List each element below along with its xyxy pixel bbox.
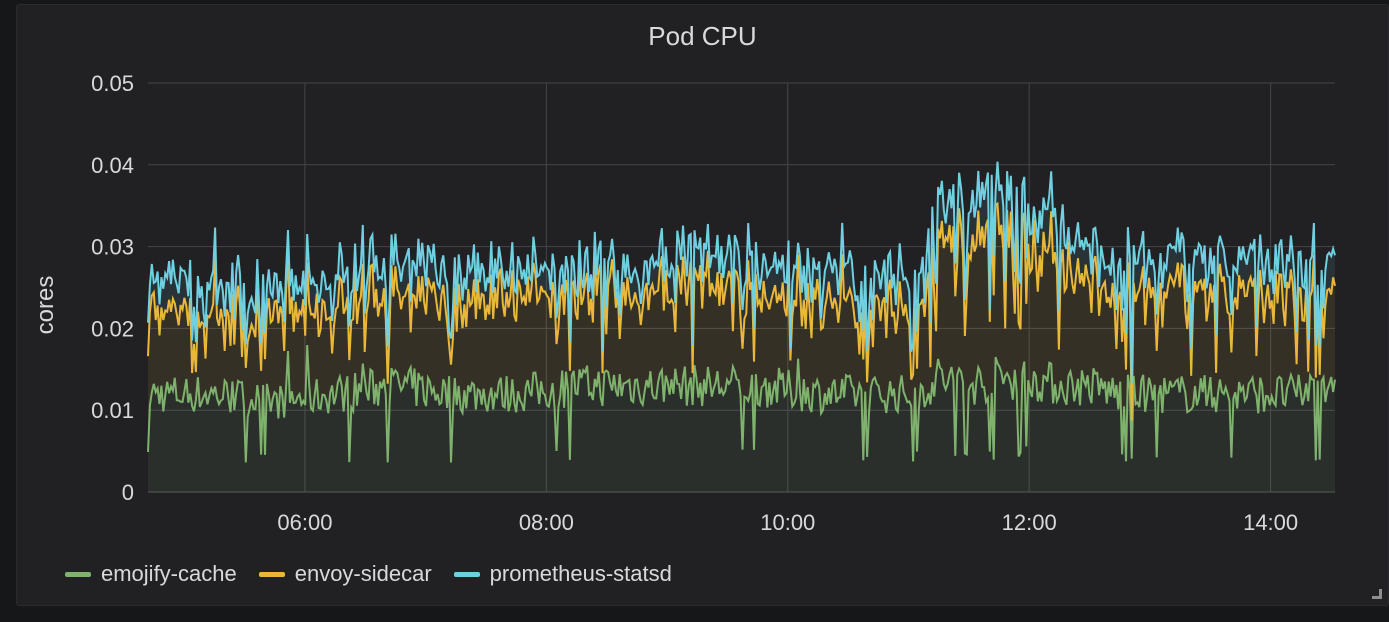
pod-cpu-panel: Pod CPU 0 0.01 0.02 0.03 0.04 0.05 06:00 08:00… [16, 4, 1389, 606]
cpu-chart[interactable]: 0 0.01 0.02 0.03 0.04 0.05 06:00 08:00 10:00 12:… [17, 5, 1389, 565]
x-tick-label: 06:00 [277, 510, 332, 535]
series-line-prometheus-statsd[interactable] [147, 161, 1336, 385]
legend-label: prometheus-statsd [489, 561, 672, 586]
series-line-emojify-cache[interactable] [147, 345, 1336, 463]
legend-label: emojify-cache [101, 561, 237, 586]
x-tick-label: 10:00 [760, 510, 815, 535]
legend-swatch [258, 571, 285, 577]
legend-swatch [65, 571, 91, 577]
x-tick-label: 12:00 [1002, 510, 1057, 535]
legend-swatch [453, 571, 480, 577]
x-tick-label: 14:00 [1243, 510, 1298, 535]
y-tick-label: 0.05 [91, 71, 134, 96]
legend-label: envoy-sidecar [294, 561, 432, 586]
legend-item-prometheus-statsd[interactable]: prometheus-statsd [453, 561, 672, 587]
panel-resize-handle[interactable] [1372, 589, 1382, 599]
series-lines [147, 161, 1336, 463]
x-axis: 06:00 08:00 10:00 12:00 14:00 [148, 491, 1335, 535]
series-line-envoy-sidecar[interactable] [147, 201, 1336, 421]
y-tick-label: 0.03 [91, 235, 134, 260]
series-area-emojify-cache [148, 345, 1335, 492]
legend-item-emojify-cache[interactable]: emojify-cache [65, 561, 237, 587]
y-tick-label: 0.02 [91, 316, 134, 341]
y-tick-label: 0 [122, 480, 134, 505]
y-tick-label: 0.01 [91, 398, 134, 423]
legend: emojify-cache envoy-sidecar prometheus-sta… [65, 561, 694, 587]
y-tick-label: 0.04 [91, 153, 134, 178]
x-tick-label: 08:00 [519, 510, 574, 535]
panel-title[interactable]: Pod CPU [648, 21, 757, 51]
legend-item-envoy-sidecar[interactable]: envoy-sidecar [258, 561, 432, 587]
y-axis-label: cores [32, 276, 59, 335]
y-axis: 0 0.01 0.02 0.03 0.04 0.05 [91, 71, 134, 505]
